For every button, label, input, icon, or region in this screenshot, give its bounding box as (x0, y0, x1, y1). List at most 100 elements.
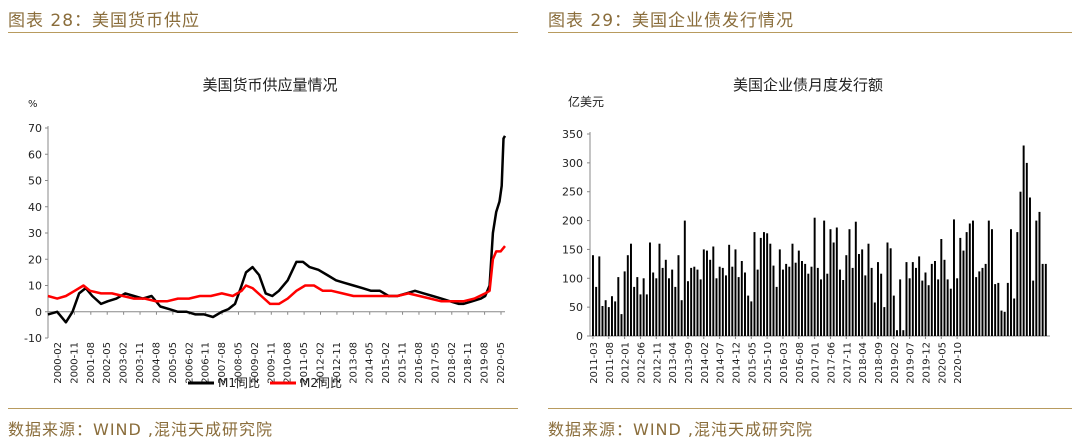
bar (611, 296, 613, 336)
bar (848, 229, 851, 336)
left-x-tick-label: 2014-05 (365, 342, 376, 384)
bar (899, 279, 902, 336)
left-x-tick-label: 2018-11 (463, 342, 474, 384)
legend-label-m1: M1同比 (218, 376, 260, 390)
bar (747, 295, 750, 336)
right-x-tick-label: 2017-06 (826, 342, 837, 384)
left-x-tick-label: 2018-02 (447, 342, 458, 384)
bar (867, 243, 870, 336)
right-x-tick-label: 2020-05 (937, 342, 948, 384)
bar (614, 301, 617, 336)
bar (740, 261, 743, 336)
right-footer-rule (548, 408, 1072, 409)
bar (820, 279, 822, 336)
bar (956, 278, 959, 336)
left-x-tick-label: 2013-08 (348, 342, 359, 384)
bar (683, 220, 686, 336)
bar (984, 263, 987, 336)
bar (734, 249, 737, 336)
bar (1016, 232, 1019, 336)
bar (880, 273, 883, 336)
bar (946, 279, 949, 336)
bar (924, 272, 927, 336)
bar (794, 262, 797, 336)
right-y-tick-label: 200 (562, 215, 583, 228)
left-x-tick-label: 2002-05 (102, 342, 113, 384)
left-x-tick-label: 2012-02 (316, 342, 327, 384)
bar (649, 242, 651, 336)
bar (661, 267, 664, 336)
bar (592, 255, 594, 336)
bar (633, 286, 636, 336)
bar (788, 266, 791, 336)
corporate-bond-chart: 美国企业债月度发行额 亿美元 0 50 100 150 200 250 300 350 2011… (562, 76, 1050, 384)
bar (1022, 145, 1025, 336)
bar (620, 314, 623, 336)
left-x-tick-label: 2003-02 (119, 342, 130, 384)
bar (943, 259, 946, 336)
bar (972, 220, 974, 336)
bar (728, 244, 731, 336)
left-y-tick-label: 60 (28, 148, 42, 161)
bar (918, 256, 921, 336)
left-x-tick-label: 2000-11 (69, 342, 80, 384)
bar (813, 217, 816, 336)
bar (766, 233, 769, 336)
bar (892, 295, 895, 336)
bar (674, 286, 677, 336)
left-x-tick-label: 2000-02 (53, 342, 64, 384)
bar (642, 278, 645, 336)
bar (702, 249, 705, 336)
bar (1035, 220, 1038, 336)
bar (617, 277, 620, 336)
bar (759, 237, 762, 336)
bar (744, 272, 746, 336)
bar (604, 300, 607, 336)
bar (962, 250, 965, 336)
bar (712, 246, 715, 336)
bar (915, 267, 917, 336)
bar (870, 267, 873, 336)
series-line-m1 (47, 135, 507, 324)
bar (826, 273, 829, 336)
bar (930, 263, 933, 336)
money-supply-chart-title: 美国货币供应量情况 (202, 76, 337, 94)
right-panel-title: 图表 29：美国企业债发行情况 (548, 11, 795, 31)
bar (1044, 263, 1047, 336)
left-y-tick-label: 0 (35, 306, 42, 319)
bar (804, 263, 807, 336)
bar (782, 269, 784, 336)
bar (1013, 298, 1016, 336)
money-supply-y-unit: % (28, 99, 38, 110)
right-x-tick-label: 2019-12 (921, 342, 932, 384)
bar (1025, 162, 1028, 336)
bar (829, 229, 832, 336)
left-x-tick-label: 2017-05 (430, 342, 441, 384)
bar (1010, 229, 1012, 336)
bar (854, 221, 857, 336)
bar (595, 286, 598, 336)
left-panel-title: 图表 28：美国货币供应 (8, 11, 201, 31)
right-x-tick-label: 2014-12 (731, 342, 742, 384)
left-x-tick-label: 2009-11 (266, 342, 277, 384)
bar (709, 259, 712, 336)
bar (959, 237, 962, 336)
bar (706, 250, 708, 336)
bar (598, 256, 601, 336)
bar (883, 307, 886, 336)
bar (696, 269, 699, 336)
bar (731, 266, 734, 336)
bar (1006, 282, 1009, 336)
bar (842, 280, 845, 336)
bar (839, 269, 841, 336)
money-supply-chart: 美国货币供应量情况 % -10 0 10 20 30 40 50 60 70 2000-02 200… (24, 76, 507, 390)
left-x-tick-label: 2006-02 (184, 342, 195, 384)
right-x-tick-label: 2019-07 (906, 342, 917, 384)
legend-label-m2: M2同比 (300, 376, 342, 390)
right-x-tick-label: 2017-11 (842, 342, 853, 384)
series-line-m2 (47, 245, 506, 306)
bar (1032, 280, 1035, 336)
bar (756, 269, 759, 336)
left-x-tick-label: 2015-11 (398, 342, 409, 384)
bar (965, 232, 968, 336)
